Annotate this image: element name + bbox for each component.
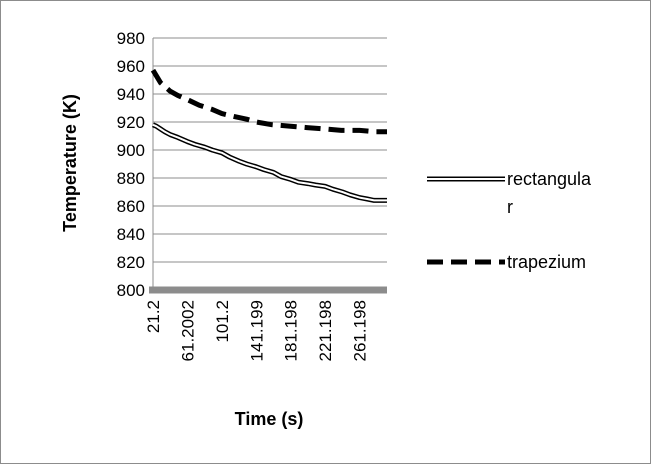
series-line-trapezium xyxy=(150,68,387,135)
y-tick-label: 860 xyxy=(117,197,145,216)
legend: rectangula r trapezium xyxy=(427,169,592,272)
x-axis-title: Time (s) xyxy=(235,409,304,429)
y-tick-label: 800 xyxy=(117,281,145,300)
x-tick-label: 21.2 xyxy=(144,300,163,333)
y-tick-label: 840 xyxy=(117,225,145,244)
legend-label-rectangular: r xyxy=(507,197,513,217)
series-line-rectangular-inner xyxy=(152,123,387,202)
x-tick-label: 261.198 xyxy=(351,300,370,361)
x-tick-label: 61.2002 xyxy=(178,300,197,361)
gridlines xyxy=(153,37,387,263)
axis-titles: Temperature (K) Time (s) xyxy=(60,94,303,429)
y-axis-title: Temperature (K) xyxy=(60,94,80,232)
y-tick-label: 940 xyxy=(117,85,145,104)
legend-label-rectangular: rectangula xyxy=(507,169,592,189)
y-tick-label: 920 xyxy=(117,113,145,132)
x-tick-label: 221.198 xyxy=(316,300,335,361)
y-tick-label: 980 xyxy=(117,29,145,48)
series-line-rectangular-outer xyxy=(152,122,387,203)
x-tick-label: 141.199 xyxy=(247,300,266,361)
y-tick-label: 820 xyxy=(117,253,145,272)
x-tick-label: 181.198 xyxy=(282,300,301,361)
x-tick-label: 101.2 xyxy=(213,300,232,343)
series-lines xyxy=(150,68,387,203)
x-axis: 21.2 61.2002 101.2 141.199 181.198 221.198 261… xyxy=(144,286,387,361)
y-tick-label: 900 xyxy=(117,141,145,160)
legend-label-trapezium: trapezium xyxy=(507,252,586,272)
y-axis: 800 820 840 860 880 900 920 940 960 980 xyxy=(117,29,154,300)
y-tick-label: 880 xyxy=(117,169,145,188)
y-tick-label: 960 xyxy=(117,57,145,76)
